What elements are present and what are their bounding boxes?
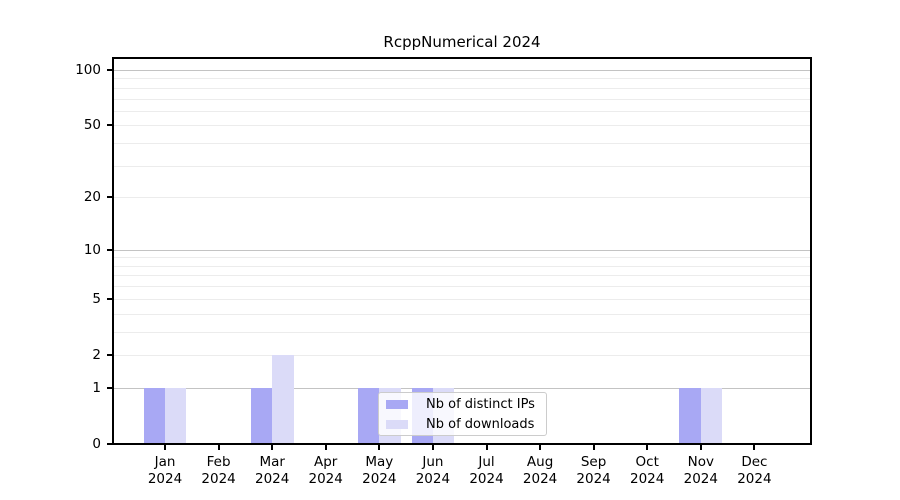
bar-downloads xyxy=(272,355,294,444)
gridline-minor xyxy=(113,78,811,80)
y-tick-label: 5 xyxy=(92,290,101,307)
y-tick-mark xyxy=(107,68,113,71)
x-tick-mark xyxy=(217,445,220,450)
y-tick-label: 100 xyxy=(75,61,101,78)
gridline-minor xyxy=(113,355,811,356)
legend-swatch-downloads-icon xyxy=(386,419,408,429)
legend-label-downloads: Nb of downloads xyxy=(426,416,535,432)
y-tick-mark xyxy=(107,443,113,445)
x-tick-mark xyxy=(378,445,381,450)
x-tick-mark xyxy=(539,445,542,450)
x-tick-mark xyxy=(324,445,327,450)
x-tick-label: Apr 2024 xyxy=(308,454,343,487)
bar-distinct-ips xyxy=(143,387,165,444)
plot-area: 0 1 2 5 10 20 50 100 Jan 2024 Feb 2024 Mar 2024 Ap… xyxy=(75,57,812,487)
gridline-minor xyxy=(113,313,811,315)
x-tick-label: Oct 2024 xyxy=(630,454,665,487)
legend-swatch-distinct-ips-icon xyxy=(386,399,408,409)
legend-label-distinct-ips: Nb of distinct IPs xyxy=(426,396,535,412)
x-tick-label: Jan 2024 xyxy=(147,454,183,487)
bar-distinct-ips xyxy=(357,387,380,444)
gridline-minor xyxy=(113,87,811,89)
legend-item-distinct-ips: Nb of distinct IPs xyxy=(386,397,538,412)
x-tick-label: Jun 2024 xyxy=(415,454,451,487)
gridline-minor xyxy=(113,110,811,112)
y-tick-label: 0 xyxy=(92,436,101,452)
x-tick-mark xyxy=(699,445,702,450)
x-tick-label: Mar 2024 xyxy=(255,454,290,487)
x-tick-mark xyxy=(646,445,649,450)
gridline-minor xyxy=(113,331,811,333)
x-tick-label: May 2024 xyxy=(362,454,397,487)
y-tick-mark xyxy=(107,196,113,199)
y-tick-label: 1 xyxy=(92,379,101,396)
y-tick-label: 2 xyxy=(92,347,101,363)
bar-distinct-ips xyxy=(679,387,701,444)
y-tick-mark xyxy=(107,248,113,251)
gridline-minor xyxy=(113,165,811,167)
gridline-minor xyxy=(113,298,811,300)
x-tick-mark xyxy=(485,445,488,450)
x-tick-label: Dec 2024 xyxy=(737,454,772,487)
gridline-minor xyxy=(113,286,811,288)
gridline-minor xyxy=(113,125,811,127)
y-tick-mark xyxy=(107,297,113,300)
y-tick-label: 10 xyxy=(83,241,101,258)
plot-border xyxy=(112,57,812,445)
legend-item-downloads: Nb of downloads xyxy=(386,417,538,432)
x-tick-mark xyxy=(592,445,595,450)
gridline-minor xyxy=(113,257,811,259)
bar-distinct-ips xyxy=(250,387,273,444)
bar-downloads xyxy=(700,387,723,444)
x-tick-mark xyxy=(271,445,274,450)
y-tick-mark xyxy=(107,354,113,356)
x-tick-mark xyxy=(164,445,166,450)
y-tick-mark xyxy=(107,386,113,389)
x-tick-label: Jul 2024 xyxy=(469,454,504,487)
gridline-minor xyxy=(113,98,811,100)
x-tick-label: Sep 2024 xyxy=(576,454,611,487)
chart-title: RcppNumerical 2024 xyxy=(383,33,541,51)
legend: Nb of distinct IPs Nb of downloads xyxy=(378,392,547,436)
gridline-minor xyxy=(113,275,811,277)
gridline-major xyxy=(113,387,811,389)
gridline-minor xyxy=(113,197,811,199)
y-tick-label: 50 xyxy=(83,117,101,134)
bar-downloads xyxy=(165,387,187,444)
gridline-major xyxy=(113,249,811,251)
x-tick-label: Nov 2024 xyxy=(683,454,718,487)
gridline-minor xyxy=(113,265,811,267)
gridline-major xyxy=(113,69,811,71)
x-tick-mark xyxy=(753,445,756,450)
x-tick-label: Feb 2024 xyxy=(201,454,236,487)
x-tick-label: Aug 2024 xyxy=(522,454,558,487)
y-tick-label: 20 xyxy=(83,189,101,206)
gridline-minor xyxy=(113,143,811,144)
y-tick-mark xyxy=(107,124,113,127)
x-tick-mark xyxy=(431,445,434,450)
